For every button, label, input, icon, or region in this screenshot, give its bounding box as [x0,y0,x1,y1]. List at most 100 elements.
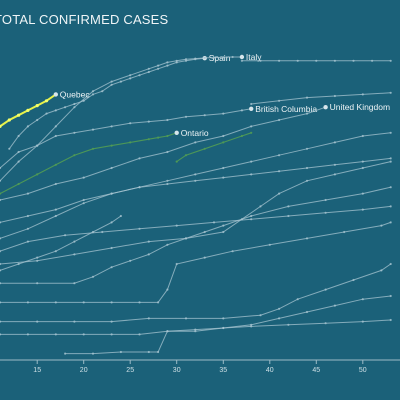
series-12-point [259,205,262,208]
series-10-point [250,160,253,163]
spain-point [8,147,11,150]
series-15-point [343,230,346,234]
series-12-point [278,192,281,195]
italy-label: Italy [246,52,262,62]
series-11-point [82,198,85,202]
british-columbia-point [0,166,2,170]
series-17-point [194,330,197,333]
series-15-line [0,221,391,303]
ontario-point [36,173,39,176]
british-columbia-point [222,112,225,115]
spain-point [91,93,95,96]
series-10-point [278,154,281,157]
series-9-series [175,131,253,163]
italy-point [91,90,95,93]
spain-point [129,77,132,80]
series-17-point [305,310,309,314]
spain-point [119,80,122,83]
series-15-point [82,301,85,304]
series-10-point [222,166,225,170]
spain-point [138,74,141,77]
series-17-series [0,294,392,336]
series-7-point [250,102,253,106]
series-19-point [110,221,113,224]
series-16-point [296,298,299,301]
series-11-point [54,208,57,211]
spain-point [184,59,188,62]
series-14-point [361,192,364,195]
series-13-point [64,234,67,237]
series-18-point [166,330,169,333]
series-13-point [361,208,364,211]
series-15-series [0,221,392,304]
series-10-point [26,227,29,230]
series-18-point [361,320,364,323]
series-12-line [0,161,391,265]
series-3-point [278,59,281,62]
british-columbia-point [184,115,188,118]
series-16-point [0,320,2,323]
x-tick-label: 45 [312,367,320,374]
series-3-point [315,59,318,62]
series-14-point [166,243,169,246]
united-kingdom-point [26,192,29,195]
british-columbia-point [203,114,206,117]
series-18-point [119,350,122,354]
series-12-point [36,259,39,262]
series-12-point [73,253,76,256]
series-15-point [268,243,271,246]
series-18-point [222,326,225,330]
spain-point [175,61,178,64]
italy-point [212,56,216,59]
series-10-point [0,237,2,240]
quebec-point [44,99,49,103]
x-tick-label: 40 [266,367,274,374]
series-10-line [0,132,391,239]
series-11-point [0,221,2,224]
series-11-point [166,182,169,186]
series-17-point [110,333,113,336]
series-11-point [250,173,253,176]
series-14-point [147,253,150,256]
series-16-point [184,317,188,320]
ontario-point [73,154,76,157]
series-19-point [119,214,122,218]
series-18-point [389,318,392,322]
series-7-point [389,91,392,94]
series-10-point [166,179,169,182]
series-10-point [194,173,197,176]
series-13-point [389,205,392,208]
series-15-point [203,256,206,259]
british-columbia-point [91,128,95,131]
series-19-line [0,215,122,271]
series-16-point [110,320,113,323]
series-13-point [26,240,29,243]
series-11-point [278,170,281,173]
series-11-point [138,186,141,189]
series-17-point [250,323,253,326]
series-3-point [259,59,262,62]
british-columbia-series: British Columbia [0,104,317,170]
ontario-point [129,141,132,144]
series-16-point [222,317,225,320]
series-17-point [26,333,29,336]
italy-point [231,55,234,59]
quebec-point [35,104,39,108]
series-10-series [0,131,392,240]
spain-label: Spain [209,53,231,63]
spain-point [64,106,67,109]
italy-point [73,106,76,109]
series-14-point [287,205,290,208]
british-columbia-point [73,131,76,134]
italy-point [54,125,57,128]
series-3-point [296,59,299,62]
quebec-point [0,124,2,128]
series-18-point [64,352,67,355]
series-19-series [0,214,122,272]
ontario-point [157,136,160,139]
italy-point [17,160,20,163]
ontario-label: Ontario [181,128,209,138]
series-9-point [250,131,253,134]
series-12-point [389,160,392,163]
series-14-point [110,266,113,269]
